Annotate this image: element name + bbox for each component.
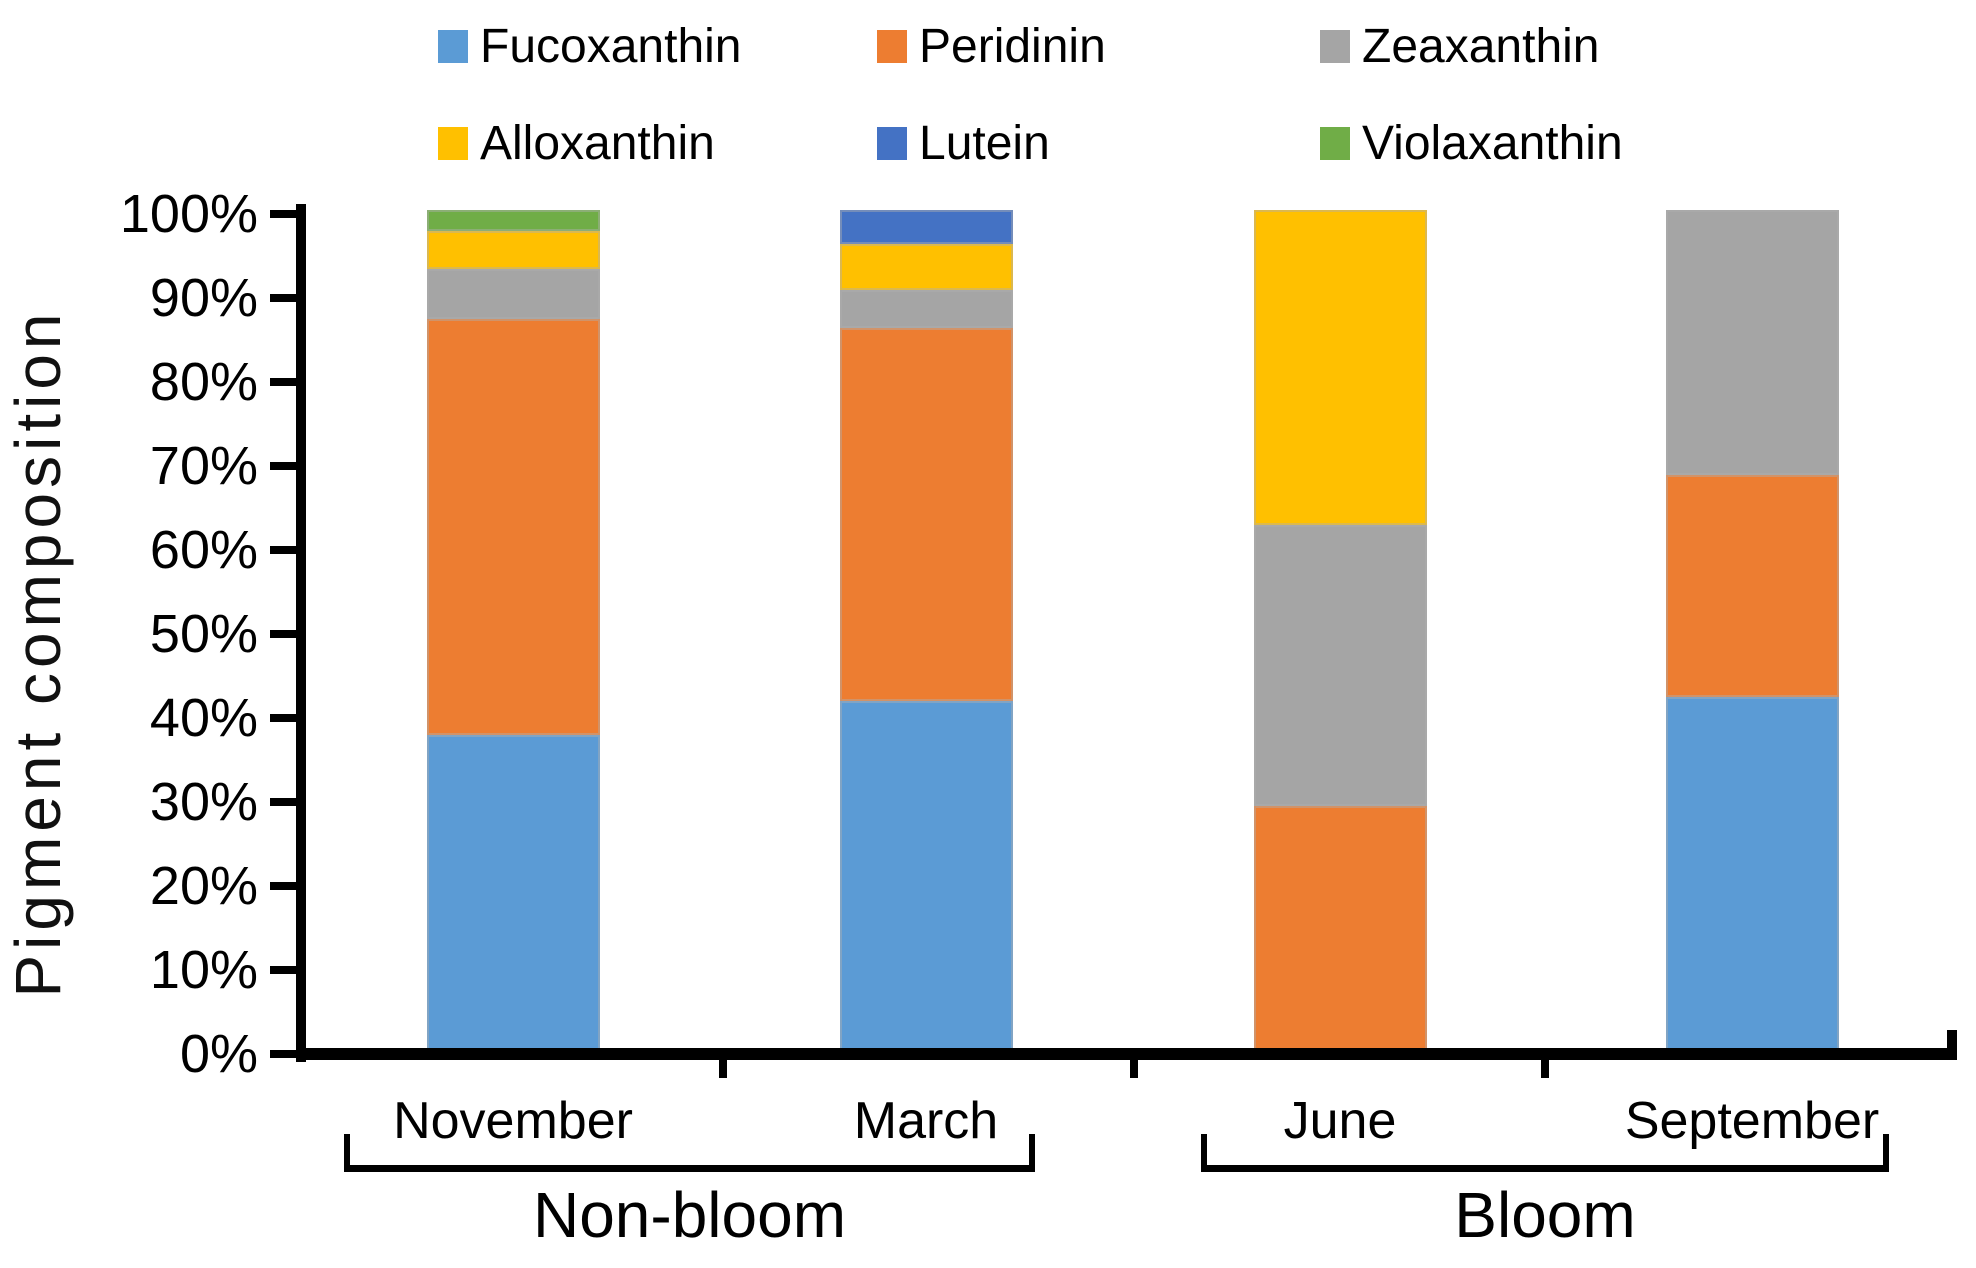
y-tick-mark [270, 966, 304, 974]
legend-swatch-peridinin [877, 29, 907, 63]
y-tick-mark [270, 462, 304, 470]
bar-segment-alloxanthin-november [426, 231, 600, 269]
y-tick-label: 20% [149, 856, 258, 916]
y-tick-label: 100% [119, 184, 258, 244]
group-bracket-non-bloom [344, 1134, 1035, 1172]
bar-segment-peridinin-november [426, 319, 600, 735]
bar-segment-fucoxanthin-november [426, 735, 600, 1050]
legend-swatch-violaxanthin [1320, 126, 1350, 160]
y-tick-label: 40% [149, 688, 258, 748]
legend-swatch-alloxanthin [438, 126, 468, 160]
group-bracket-bloom [1201, 1134, 1889, 1172]
y-tick-label: 10% [149, 940, 258, 1000]
y-tick-label: 30% [149, 772, 258, 832]
legend-item-peridinin: Peridinin [877, 18, 1106, 74]
y-tick-mark [270, 630, 304, 638]
group-label-bloom: Bloom [1454, 1179, 1636, 1251]
legend-item-lutein: Lutein [877, 115, 1050, 171]
y-tick-mark [270, 882, 304, 890]
y-tick-mark [270, 294, 304, 302]
y-tick-label: 50% [149, 604, 258, 664]
legend-label: Alloxanthin [480, 116, 715, 170]
legend-label: Lutein [919, 116, 1050, 170]
bar-segment-lutein-march [839, 210, 1013, 244]
category-label-september: September [1624, 1092, 1880, 1150]
category-label-march: March [853, 1092, 999, 1150]
category-label-june: June [1283, 1092, 1397, 1150]
y-tick-mark [270, 798, 304, 806]
y-tick-mark [270, 210, 304, 218]
y-tick-label: 80% [149, 352, 258, 412]
bar-segment-peridinin-march [839, 327, 1013, 702]
bar-segment-fucoxanthin-march [839, 701, 1013, 1050]
y-tick-mark [270, 714, 304, 722]
legend-swatch-zeaxanthin [1320, 29, 1350, 63]
y-tick-mark [270, 546, 304, 554]
bar-segment-zeaxanthin-march [839, 289, 1013, 328]
legend-item-violaxanthin: Violaxanthin [1320, 115, 1623, 171]
bar-segment-alloxanthin-june [1253, 210, 1427, 525]
y-tick-mark [270, 1050, 304, 1058]
bar-segment-peridinin-june [1253, 806, 1427, 1050]
bar-segment-fucoxanthin-september [1665, 697, 1839, 1050]
x-tick-mark [1130, 1048, 1138, 1078]
category-label-november: November [393, 1092, 633, 1150]
legend-label: Fucoxanthin [480, 19, 742, 73]
legend-item-fucoxanthin: Fucoxanthin [438, 18, 742, 74]
y-tick-label: 90% [149, 268, 258, 328]
bar-segment-zeaxanthin-september [1665, 210, 1839, 475]
bar-segment-alloxanthin-march [839, 243, 1013, 290]
bar-segment-violaxanthin-november [426, 210, 600, 231]
legend-item-zeaxanthin: Zeaxanthin [1320, 18, 1600, 74]
y-tick-label: 70% [149, 436, 258, 496]
legend-label: Peridinin [919, 19, 1106, 73]
x-tick-mark [1541, 1048, 1549, 1078]
legend-label: Zeaxanthin [1362, 19, 1600, 73]
legend-swatch-fucoxanthin [438, 29, 468, 63]
y-tick-label: 60% [149, 520, 258, 580]
legend-label: Violaxanthin [1362, 116, 1623, 170]
y-tick-mark [270, 378, 304, 386]
x-tick-mark [719, 1048, 727, 1078]
bar-segment-peridinin-september [1665, 474, 1839, 698]
x-axis-line [296, 1048, 1957, 1060]
group-label-non-bloom: Non-bloom [532, 1179, 847, 1251]
bar-segment-zeaxanthin-june [1253, 525, 1427, 807]
y-tick-label: 0% [179, 1024, 258, 1084]
legend-item-alloxanthin: Alloxanthin [438, 115, 715, 171]
x-axis-end-tick [1947, 1030, 1957, 1050]
legend-swatch-lutein [877, 126, 907, 160]
bar-segment-zeaxanthin-november [426, 268, 600, 320]
